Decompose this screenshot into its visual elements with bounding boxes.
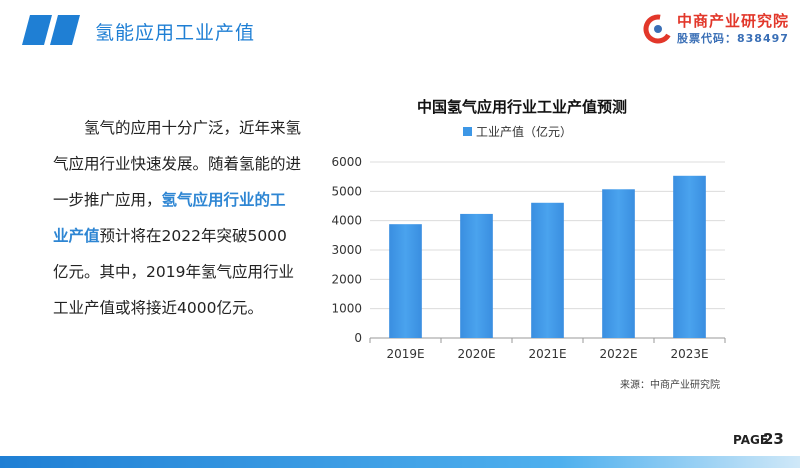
description-paragraph: 氢气的应用十分广泛，近年来氢气应用行业快速发展。随着氢能的进一步推广应用，氢气应… xyxy=(53,110,301,326)
y-tick-label: 0 xyxy=(354,331,362,345)
y-tick-label: 5000 xyxy=(331,184,362,198)
bar-2021E xyxy=(531,202,564,338)
description-text: 氢气的应用十分广泛，近年来氢气应用行业快速发展。随着氢能的进一步推广应用，氢气应… xyxy=(53,110,301,326)
y-tick-label: 2000 xyxy=(331,272,362,286)
y-tick-label: 6000 xyxy=(331,155,362,169)
x-tick-label: 2019E xyxy=(386,347,424,361)
company-logo: 中商产业研究院 股票代码：838497 xyxy=(643,8,793,52)
logo-mark-icon xyxy=(643,14,673,44)
logo-stock-code: 股票代码：838497 xyxy=(677,32,789,45)
chart-bars xyxy=(389,175,706,338)
bar-2023E xyxy=(673,175,706,338)
x-tick-label: 2020E xyxy=(457,347,495,361)
source-note: 来源：中商产业研究院 xyxy=(620,380,720,391)
legend-swatch xyxy=(463,127,472,136)
description-highlight: 氢气应用行业的工业产值 xyxy=(53,191,286,245)
chart-title: 中国氢气应用行业工业产值预测 xyxy=(417,98,627,116)
description-part2: 预计将在2022年突破5000亿元。其中，2019年氢气应用行业工业产值或将接近… xyxy=(53,227,294,317)
bar-chart: 中国氢气应用行业工业产值预测 工业产值（亿元） 0 1000 2000 3000 400… xyxy=(331,98,726,361)
y-tick-label: 1000 xyxy=(331,302,362,316)
page-title: 氢能应用工业产值 xyxy=(95,22,256,44)
y-tick-label: 3000 xyxy=(331,243,362,257)
x-tick-label: 2021E xyxy=(528,347,566,361)
slide-header: 氢能应用工业产值 中商产业研究院 股票代码：838497 xyxy=(0,0,800,62)
page-label: PAGE xyxy=(733,433,769,447)
bar-2019E xyxy=(389,224,422,338)
page-number: 23 xyxy=(763,430,784,448)
bar-2022E xyxy=(602,189,635,338)
footer-bar xyxy=(0,456,800,468)
description-part1: 氢气的应用十分广泛，近年来氢气应用行业快速发展。随着氢能的进一步推广应用， xyxy=(53,119,302,209)
x-tick-label: 2022E xyxy=(599,347,637,361)
x-tick-label: 2023E xyxy=(670,347,708,361)
legend-label: 工业产值（亿元） xyxy=(476,124,572,139)
chart-ticks: 0 1000 2000 3000 4000 5000 6000 2019E 2020E 2021E… xyxy=(331,155,726,361)
logo-company-name: 中商产业研究院 xyxy=(677,12,790,30)
y-tick-label: 4000 xyxy=(331,214,362,228)
bar-2020E xyxy=(460,213,493,338)
header-stripes-icon xyxy=(22,15,80,45)
